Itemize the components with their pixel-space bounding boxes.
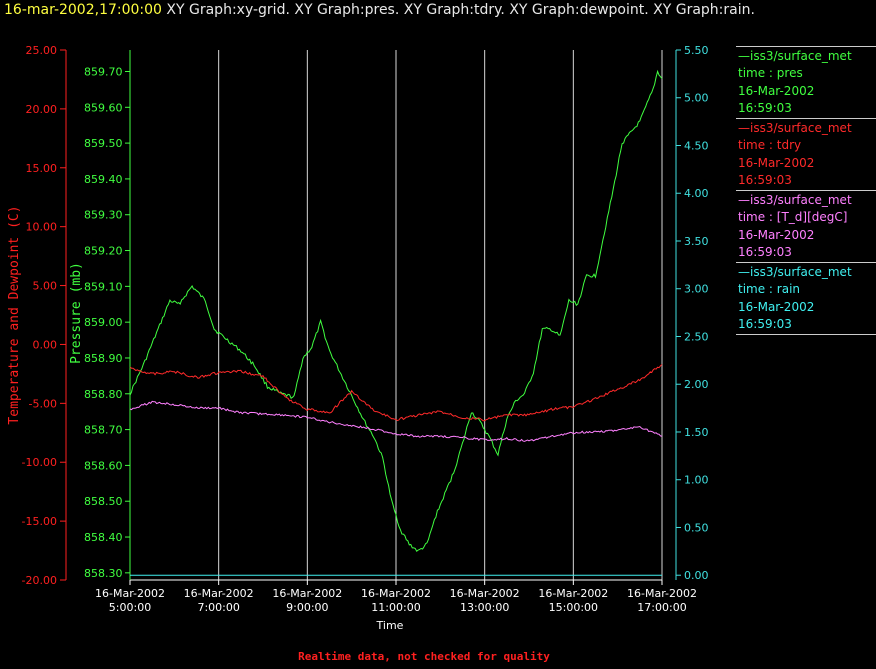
- pressure-tick-label: 858.60: [84, 459, 123, 472]
- x-tick-label: 16-Mar-2002: [627, 587, 697, 600]
- rain-tick-label: 3.00: [684, 283, 709, 296]
- pressure-tick-label: 859.40: [84, 173, 123, 186]
- temperature-axis-label: Temperature and Dewpoint (C): [7, 205, 22, 424]
- legend-source: —iss3/surface_met: [738, 193, 852, 207]
- x-axis-label: Time: [376, 619, 404, 632]
- rain-tick-label: 4.00: [684, 187, 709, 200]
- quality-note: Realtime data, not checked for quality: [298, 650, 550, 663]
- pressure-tick-label: 859.60: [84, 101, 123, 114]
- rain-tick-label: 3.50: [684, 235, 709, 248]
- rain-tick-label: 2.50: [684, 330, 709, 343]
- temperature-tick-label: -20.00: [22, 574, 57, 587]
- pressure-tick-label: 859.20: [84, 245, 123, 258]
- rain-tick-label: 1.50: [684, 426, 709, 439]
- temperature-tick-label: -15.00: [22, 515, 57, 528]
- legend-date: 16-Mar-2002: [738, 155, 815, 170]
- pressure-tick-label: 858.70: [84, 424, 123, 437]
- rain-tick-label: 0.50: [684, 521, 709, 534]
- legend: —iss3/surface_met time : pres 16-Mar-2002 1…: [736, 46, 876, 335]
- pressure-tick-label: 858.80: [84, 388, 123, 401]
- x-tick-label: 16-Mar-2002: [361, 587, 431, 600]
- pressure-tick-label: 859.00: [84, 316, 123, 329]
- x-tick-label: 5:00:00: [109, 601, 151, 614]
- header-timestamp: 16-mar-2002,17:00:00: [4, 2, 162, 18]
- x-tick-label: 16-Mar-2002: [450, 587, 520, 600]
- rain-tick-label: 5.00: [684, 92, 709, 105]
- series-line-tddegc: [129, 400, 663, 442]
- series-line-tdry: [129, 364, 663, 422]
- pressure-tick-label: 859.30: [84, 209, 123, 222]
- legend-source: —iss3/surface_met: [738, 265, 852, 279]
- rain-tick-label: 2.00: [684, 378, 709, 391]
- legend-date: 16-Mar-2002: [738, 83, 815, 98]
- legend-time: 16:59:03: [738, 173, 792, 188]
- rain-tick-label: 0.00: [684, 569, 709, 582]
- x-tick-label: 17:00:00: [637, 601, 686, 614]
- x-tick-label: 11:00:00: [371, 601, 420, 614]
- legend-time: 16:59:03: [738, 317, 792, 332]
- header-graph-names: XY Graph:xy-grid. XY Graph:pres. XY Grap…: [166, 2, 755, 18]
- x-tick-label: 16-Mar-2002: [95, 587, 165, 600]
- header-title: 16-mar-2002,17:00:00 XY Graph:xy-grid. X…: [4, 2, 755, 18]
- rain-tick-label: 4.50: [684, 139, 709, 152]
- temperature-tick-label: 10.00: [26, 221, 58, 234]
- x-tick-label: 13:00:00: [460, 601, 509, 614]
- legend-field: time : [T_d][degC]: [738, 210, 848, 225]
- series-line-pres: [129, 69, 663, 552]
- pressure-tick-label: 859.70: [84, 65, 123, 78]
- x-tick-label: 16-Mar-2002: [272, 587, 342, 600]
- x-tick-label: 9:00:00: [286, 601, 328, 614]
- pressure-tick-label: 858.50: [84, 495, 123, 508]
- legend-source: —iss3/surface_met: [738, 121, 852, 135]
- legend-field: time : pres: [738, 66, 803, 81]
- legend-date: 16-Mar-2002: [738, 299, 815, 314]
- pressure-tick-label: 858.40: [84, 531, 123, 544]
- temperature-tick-label: 5.00: [33, 280, 58, 293]
- temperature-tick-label: 25.00: [26, 44, 58, 57]
- x-tick-label: 16-Mar-2002: [538, 587, 608, 600]
- temperature-tick-label: -10.00: [22, 456, 57, 469]
- temperature-tick-label: -5.00: [29, 397, 57, 410]
- x-tick-label: 7:00:00: [197, 601, 239, 614]
- pressure-tick-label: 858.90: [84, 352, 123, 365]
- legend-time: 16:59:03: [738, 101, 792, 116]
- pressure-tick-label: 859.50: [84, 137, 123, 150]
- legend-field: time : tdry: [738, 138, 802, 153]
- legend-field: time : rain: [738, 282, 801, 297]
- rain-tick-label: 1.00: [684, 474, 709, 487]
- pressure-tick-label: 859.10: [84, 280, 123, 293]
- legend-time: 16:59:03: [738, 245, 792, 260]
- legend-date: 16-Mar-2002: [738, 227, 815, 242]
- temperature-tick-label: 20.00: [26, 103, 58, 116]
- x-tick-label: 15:00:00: [549, 601, 598, 614]
- pressure-axis-label: Pressure (mb): [69, 262, 84, 364]
- pressure-tick-label: 858.30: [84, 567, 123, 580]
- temperature-tick-label: 0.00: [33, 338, 58, 351]
- legend-source: —iss3/surface_met: [738, 49, 852, 63]
- temperature-tick-label: 15.00: [26, 162, 58, 175]
- x-tick-label: 16-Mar-2002: [184, 587, 254, 600]
- rain-tick-label: 5.50: [684, 44, 709, 57]
